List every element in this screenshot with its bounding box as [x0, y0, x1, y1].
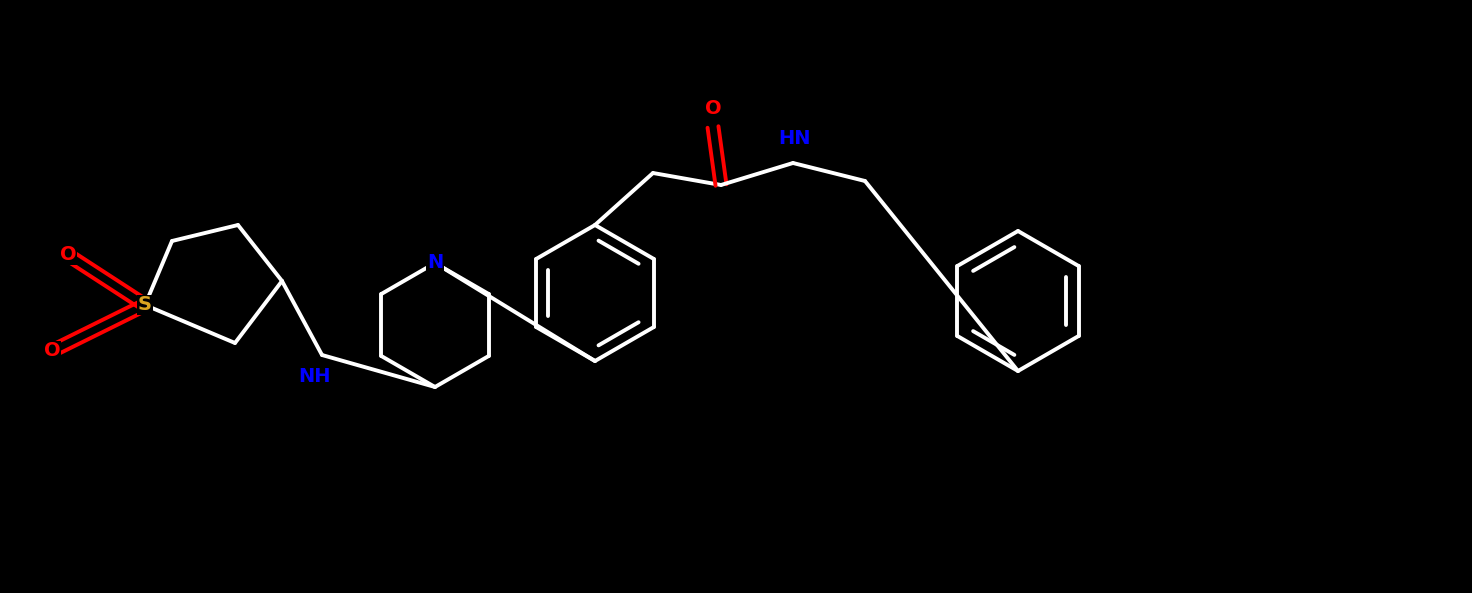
Text: S: S	[138, 295, 152, 314]
Text: HN: HN	[779, 129, 811, 148]
Text: NH: NH	[297, 368, 330, 387]
Text: O: O	[705, 100, 721, 119]
Text: O: O	[44, 342, 60, 361]
Text: N: N	[427, 253, 443, 273]
Text: O: O	[60, 246, 77, 264]
